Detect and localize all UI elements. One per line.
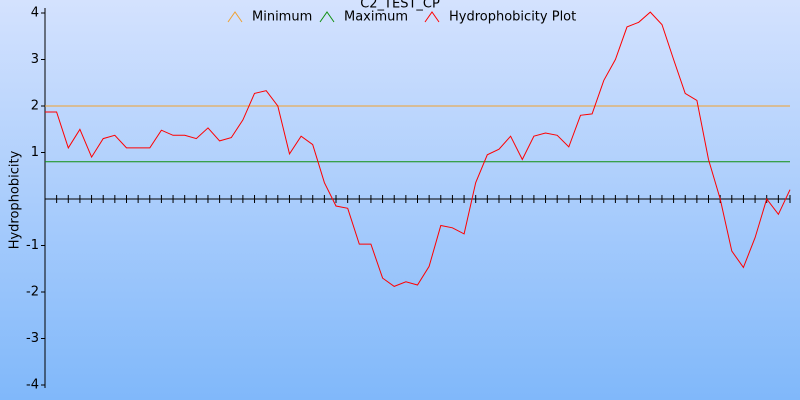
- legend-icon: [319, 11, 335, 23]
- y-tick-label: 2: [31, 99, 39, 114]
- legend-icon: [424, 11, 440, 23]
- y-tick-label: -1: [26, 238, 39, 253]
- y-tick-label: 1: [31, 145, 39, 160]
- legend-label: Minimum: [252, 10, 312, 25]
- legend-icon: [227, 11, 243, 23]
- y-tick-label: -4: [26, 378, 39, 393]
- y-tick-label: 4: [31, 6, 39, 21]
- y-tick-label: 3: [31, 52, 39, 67]
- y-axis-label: Hydrophobicity: [8, 150, 23, 249]
- chart-title: C2_TEST_CP: [360, 0, 440, 12]
- legend-label: Maximum: [344, 10, 408, 25]
- y-tick-label: -3: [26, 331, 39, 346]
- legend-label: Hydrophobicity Plot: [449, 10, 576, 25]
- y-tick-label: -2: [26, 285, 39, 300]
- line: [45, 11, 791, 287]
